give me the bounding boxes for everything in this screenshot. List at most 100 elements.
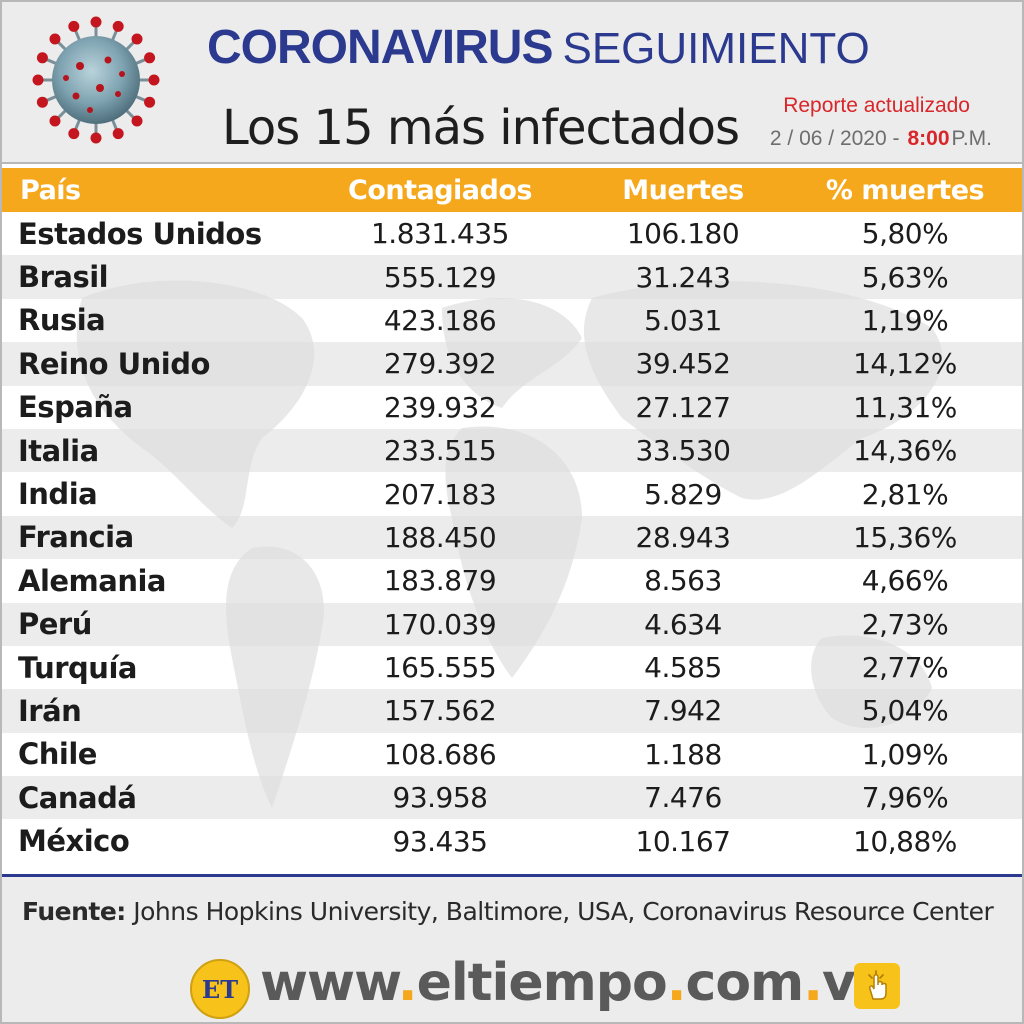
country-cell: Francia (2, 515, 302, 560)
table-row: España 239.932 27.127 11,31% (2, 386, 1022, 429)
title-sub: SEGUIMIENTO (562, 24, 870, 73)
death-rate-cell: 14,36% (788, 428, 1022, 473)
header: Coronavirus SEGUIMIENTO Los 15 más infect… (2, 2, 1022, 162)
cases-cell: 183.879 (383, 564, 497, 598)
report-label: Reporte actualizado (783, 94, 970, 117)
cases-cell: 239.932 (383, 390, 497, 424)
footer-divider (2, 874, 1022, 877)
cases-cell: 233.515 (302, 428, 578, 473)
death-rate-cell: 5,63% (788, 255, 1022, 299)
website-link[interactable]: www.eltiempo.com.ve (260, 953, 890, 1013)
country-cell: Brasil (2, 255, 302, 299)
deaths-cell: 27.127 (635, 390, 731, 424)
footer: Fuente: Johns Hopkins University, Baltim… (2, 877, 1022, 1022)
table-header-row: País Contagiados Muertes % muertes (2, 168, 1022, 212)
deaths-cell: 5.829 (644, 477, 722, 511)
country-cell: Reino Unido (2, 342, 302, 386)
deaths-cell: 4.585 (644, 651, 722, 685)
header-divider (2, 162, 1022, 164)
website-dot: . (397, 953, 418, 1013)
source-note: Fuente: Johns Hopkins University, Baltim… (22, 897, 994, 926)
cases-table: País Contagiados Muertes % muertes Estad… (2, 168, 1022, 863)
deaths-cell: 33.530 (578, 428, 788, 473)
death-rate-cell: 15,36% (788, 515, 1022, 560)
death-rate-cell: 5,04% (788, 689, 1022, 733)
page-title: Coronavirus SEGUIMIENTO (207, 20, 870, 75)
table-row: Reino Unido 279.392 39.452 14,12% (2, 342, 1022, 386)
death-rate-cell: 5,80% (861, 217, 949, 251)
report-date-value: 2 / 06 / 2020 - (769, 127, 900, 150)
website-part: eltiempo (416, 953, 668, 1013)
deaths-cell: 7.942 (578, 689, 788, 733)
death-rate-cell: 11,31% (853, 390, 957, 424)
country-cell: Rusia (18, 303, 106, 338)
death-rate-cell: 1,09% (861, 737, 949, 771)
title-main: Coronavirus (207, 21, 553, 74)
table-row: Canadá 93.958 7.476 7,96% (2, 776, 1022, 820)
table-row: Brasil 555.129 31.243 5,63% (2, 255, 1022, 299)
death-rate-cell: 2,81% (861, 477, 949, 511)
cases-cell: 188.450 (302, 515, 578, 560)
cases-cell: 157.562 (302, 689, 578, 733)
death-rate-cell: 14,12% (788, 342, 1022, 386)
table-row: México 93.435 10.167 10,88% (2, 819, 1022, 862)
column-header-deaths: Muertes (578, 168, 788, 212)
hand-click-icon (854, 963, 900, 1009)
table-row: Irán 157.562 7.942 5,04% (2, 689, 1022, 733)
page-subtitle: Los 15 más infectados (222, 100, 740, 156)
deaths-cell: 4.634 (578, 602, 788, 646)
cases-cell: 93.435 (392, 824, 488, 858)
table-row: Italia 233.515 33.530 14,36% (2, 428, 1022, 473)
deaths-cell: 8.563 (644, 564, 722, 598)
country-cell: Alemania (18, 563, 167, 598)
country-cell: Irán (2, 689, 302, 733)
death-rate-cell: 7,96% (788, 776, 1022, 820)
table-row: Estados Unidos 1.831.435 106.180 5,80% (2, 212, 1022, 255)
deaths-cell: 7.476 (578, 776, 788, 820)
column-header-death-rate: % muertes (788, 168, 1022, 212)
table-row: Rusia 423.186 5.031 1,19% (2, 299, 1022, 342)
deaths-cell: 28.943 (578, 515, 788, 560)
deaths-cell: 39.452 (578, 342, 788, 386)
death-rate-cell: 4,66% (861, 564, 949, 598)
cases-cell: 279.392 (302, 342, 578, 386)
death-rate-cell: 1,19% (861, 303, 949, 337)
table-row: Francia 188.450 28.943 15,36% (2, 515, 1022, 560)
death-rate-cell: 2,77% (861, 651, 949, 685)
table-row: Alemania 183.879 8.563 4,66% (2, 559, 1022, 602)
death-rate-cell: 10,88% (853, 824, 957, 858)
deaths-cell: 10.167 (635, 824, 731, 858)
country-cell: India (18, 477, 98, 512)
country-cell: España (18, 390, 133, 425)
country-cell: Turquía (18, 650, 137, 685)
country-cell: Estados Unidos (18, 216, 262, 251)
cases-cell: 1.831.435 (370, 217, 510, 251)
website-part: www (260, 953, 399, 1013)
cases-cell: 170.039 (302, 602, 578, 646)
country-cell: México (18, 824, 130, 859)
report-time: 8:00 (907, 127, 950, 150)
cases-cell: 93.958 (302, 776, 578, 820)
cases-cell: 207.183 (383, 477, 497, 511)
column-header-country: País (2, 168, 302, 212)
website-dot: . (803, 953, 823, 1013)
cases-cell: 165.555 (383, 651, 497, 685)
cases-cell: 108.686 (383, 737, 497, 771)
coronavirus-icon (32, 16, 160, 144)
deaths-cell: 5.031 (644, 303, 722, 337)
el-tiempo-logo: ET (190, 959, 250, 1019)
cases-cell: 555.129 (302, 255, 578, 299)
website-part: com (685, 953, 805, 1013)
source-label: Fuente: (22, 897, 126, 926)
cases-table-wrap: País Contagiados Muertes % muertes Estad… (2, 168, 1022, 863)
death-rate-cell: 2,73% (788, 602, 1022, 646)
deaths-cell: 1.188 (644, 737, 722, 771)
source-text: Johns Hopkins University, Baltimore, USA… (133, 897, 994, 926)
deaths-cell: 31.243 (578, 255, 788, 299)
report-ampm: P.M. (951, 127, 992, 150)
column-header-cases: Contagiados (302, 168, 578, 212)
table-row: Perú 170.039 4.634 2,73% (2, 602, 1022, 646)
website-dot: . (666, 953, 687, 1013)
table-row: Chile 108.686 1.188 1,09% (2, 733, 1022, 776)
